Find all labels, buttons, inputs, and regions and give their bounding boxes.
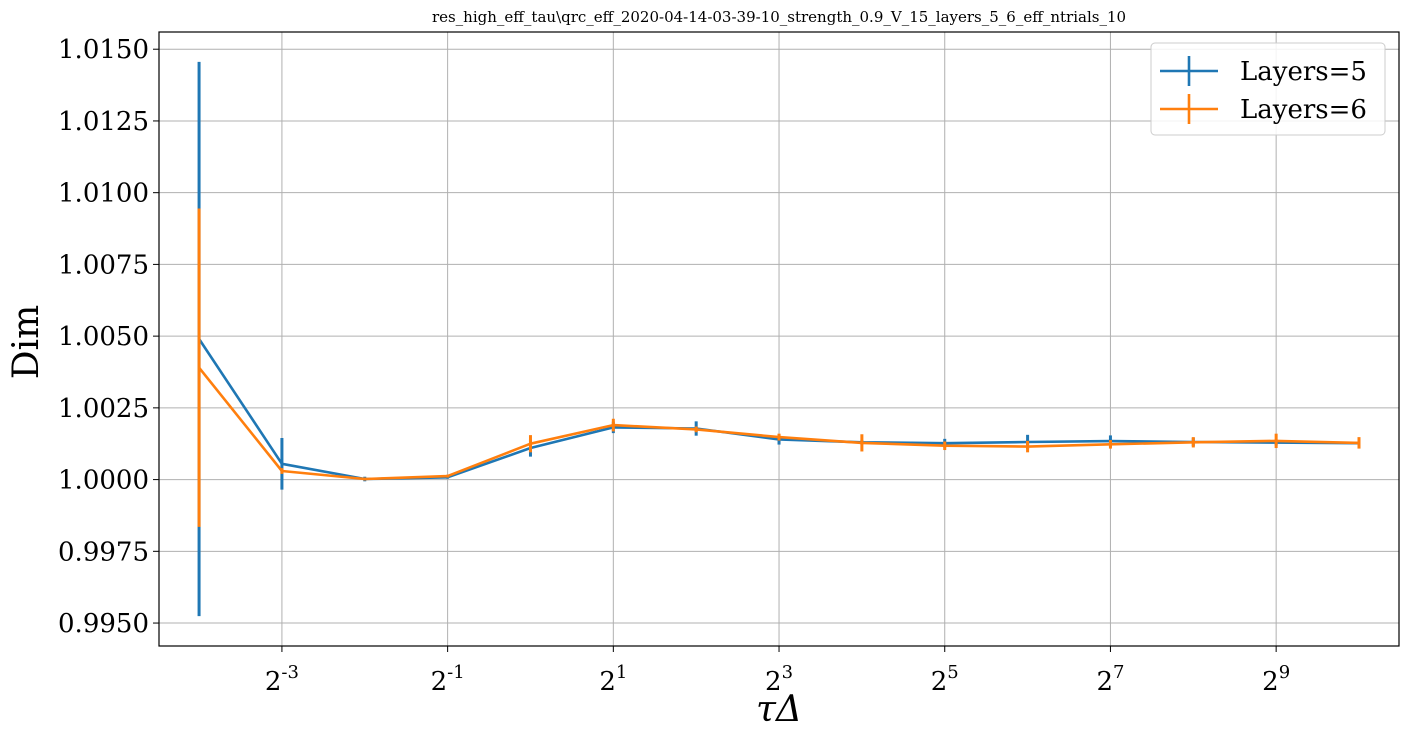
grid xyxy=(159,32,1399,646)
legend-item: Layers=5 xyxy=(1160,56,1367,87)
y-tick-label: 1.0025 xyxy=(58,394,149,424)
y-tick-label: 1.0050 xyxy=(58,322,149,352)
legend-item: Layers=6 xyxy=(1160,94,1367,125)
x-tick-base: 2 xyxy=(1096,667,1113,697)
x-tick-label: 23 xyxy=(765,662,793,697)
legend-box xyxy=(1150,42,1386,136)
y-tick-label: 1.0125 xyxy=(58,107,149,137)
x-tick-exponent: 9 xyxy=(1279,662,1290,683)
x-tick-label: 2-3 xyxy=(265,662,299,697)
y-tick-label: 1.0000 xyxy=(58,466,149,496)
x-tick-label: 2-1 xyxy=(431,662,465,697)
x-tick-exponent: -3 xyxy=(281,662,299,683)
x-tick-base: 2 xyxy=(1262,667,1279,697)
x-tick-exponent: 5 xyxy=(947,662,958,683)
legend: Layers=5 Layers=6 xyxy=(1150,42,1386,136)
y-tick-label: 0.9975 xyxy=(58,537,149,567)
x-tick-base: 2 xyxy=(599,667,616,697)
plot-frame xyxy=(158,31,1400,647)
x-tick-base: 2 xyxy=(931,667,948,697)
x-tick-exponent: 3 xyxy=(782,662,793,683)
y-tick-label: 0.9950 xyxy=(58,609,149,639)
series-line xyxy=(198,366,1360,481)
series-2 xyxy=(197,208,1361,527)
x-tick-base: 2 xyxy=(765,667,782,697)
x-tick-base: 2 xyxy=(265,667,282,697)
x-tick-label: 27 xyxy=(1096,662,1124,697)
x-tick-label: 25 xyxy=(931,662,959,697)
legend-label: Layers=6 xyxy=(1240,95,1367,125)
legend-label: Layers=5 xyxy=(1240,57,1367,87)
y-tick-label: 1.0075 xyxy=(58,250,149,280)
x-axis-ticks: 2-3 2-1 21 23 25 27 29 xyxy=(265,646,1290,697)
x-tick-exponent: 7 xyxy=(1113,662,1124,683)
x-tick-base: 2 xyxy=(431,667,448,697)
x-tick-label: 29 xyxy=(1262,662,1290,697)
y-axis-label: Dim xyxy=(6,305,47,380)
series-layer xyxy=(197,61,1361,617)
x-tick-exponent: 1 xyxy=(616,662,627,683)
y-tick-label: 1.0150 xyxy=(58,35,149,65)
y-axis-ticks: 0.9950 0.9975 1.0000 1.0025 1.0050 1.0075 1.01… xyxy=(58,35,159,639)
x-tick-exponent: -1 xyxy=(447,662,465,683)
y-tick-label: 1.0100 xyxy=(58,179,149,209)
x-axis-label: τΔ xyxy=(756,689,802,730)
x-tick-label: 21 xyxy=(599,662,627,697)
chart-title: res_high_eff_tau\qrc_eff_2020-04-14-03-3… xyxy=(432,8,1126,26)
